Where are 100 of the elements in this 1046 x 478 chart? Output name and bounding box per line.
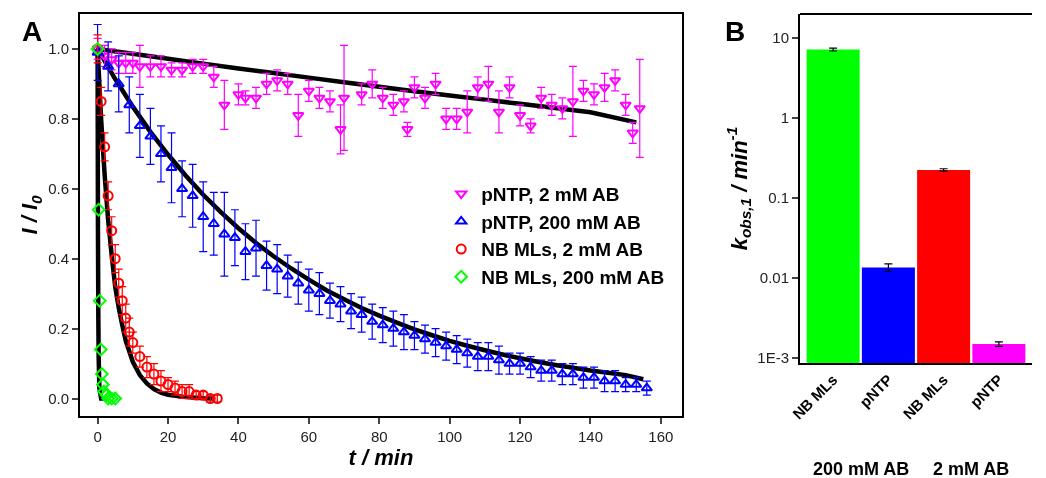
point [461, 108, 474, 118]
legend-label: pNTP, 200 mM AB [481, 211, 641, 233]
point [141, 361, 153, 373]
x-axis-title: t / min [348, 445, 414, 470]
x-tick-label: 120 [507, 428, 533, 445]
point [534, 94, 548, 104]
point [556, 368, 569, 378]
chart-title: A [22, 16, 43, 47]
point [524, 122, 537, 132]
chart-title: B [725, 16, 746, 47]
point [270, 263, 284, 273]
point [165, 162, 178, 172]
point [123, 326, 135, 338]
point [218, 101, 231, 111]
text: 2 mM AB [933, 459, 1010, 478]
point [97, 384, 111, 399]
point [313, 94, 326, 104]
point [134, 351, 146, 363]
point [292, 277, 305, 287]
point [113, 277, 125, 289]
point [144, 130, 157, 140]
point [120, 312, 132, 324]
point [112, 59, 125, 69]
legend-label: pNTP, 2 mM AB [481, 184, 620, 206]
point [207, 73, 220, 83]
y-tick-label: 0.6 [48, 180, 69, 198]
point [99, 141, 111, 153]
point [482, 80, 495, 90]
point [98, 52, 111, 62]
y-tick-label: 0.1 [768, 189, 789, 207]
x-tick-label: NB MLs [899, 370, 952, 423]
point [619, 101, 632, 111]
point [119, 59, 132, 69]
point [344, 305, 358, 315]
point [260, 80, 273, 90]
y-tick-label: 0.0 [48, 389, 69, 407]
point [109, 253, 121, 265]
point [577, 87, 590, 97]
x-tick-label: 80 [370, 428, 388, 445]
point [123, 99, 136, 109]
y-tick-label: 10 [772, 29, 789, 47]
point [524, 361, 537, 371]
point [545, 101, 558, 111]
point [106, 225, 118, 237]
y-tick-label: 0.4 [48, 249, 69, 267]
point [281, 80, 294, 90]
point [112, 78, 125, 88]
point [439, 340, 453, 350]
point [154, 148, 168, 158]
point [249, 94, 263, 104]
point [492, 354, 506, 364]
x-tick-label: 40 [230, 428, 247, 445]
point [334, 298, 347, 308]
point [376, 319, 389, 329]
point [626, 129, 639, 139]
legend-label: NB MLs, 2 mM AB [481, 239, 644, 261]
point [566, 368, 580, 378]
point [127, 337, 139, 349]
point [148, 368, 160, 380]
point [175, 66, 189, 76]
point [418, 333, 432, 343]
point [93, 342, 108, 357]
point [96, 377, 110, 392]
point [640, 382, 653, 392]
point [108, 391, 123, 406]
point [126, 59, 140, 69]
point [102, 190, 114, 202]
point [281, 270, 294, 280]
y-tick-label: 0.8 [48, 110, 69, 128]
point [218, 228, 231, 238]
point [418, 94, 432, 104]
x-tick-label: NB MLs [789, 370, 841, 423]
point [302, 284, 316, 294]
point [249, 242, 263, 252]
point [429, 80, 442, 90]
point [492, 108, 506, 118]
y-tick-label: 0.2 [48, 319, 69, 337]
point [94, 367, 109, 381]
point [92, 293, 107, 308]
point [608, 375, 622, 385]
y-tick-label: 0.01 [759, 269, 789, 287]
x-tick-label: 20 [159, 428, 177, 445]
point [337, 94, 351, 104]
x-tick-label: 60 [300, 428, 318, 445]
x-tick-label: 160 [648, 428, 674, 445]
point [116, 295, 128, 307]
x-tick-label: 140 [577, 428, 603, 445]
point [91, 202, 106, 217]
x-tick-label: 100 [437, 428, 463, 445]
point [439, 115, 453, 125]
point [155, 375, 167, 387]
point [186, 190, 199, 200]
point [598, 375, 611, 385]
point [239, 94, 252, 104]
point [165, 66, 178, 76]
point [397, 326, 411, 336]
point [175, 183, 189, 193]
y-tick-label: 1 [780, 109, 789, 127]
point [133, 120, 147, 130]
point [450, 115, 463, 125]
